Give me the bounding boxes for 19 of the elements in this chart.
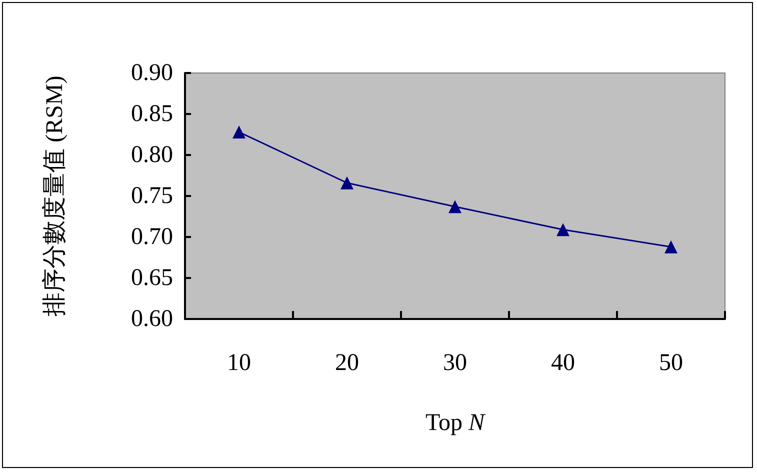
y-tick-label: 0.90 xyxy=(131,60,173,86)
y-axis-title: 排序分數度量值 (RSM) xyxy=(41,76,68,316)
x-tick-label: 50 xyxy=(659,350,683,376)
y-tick-label: 0.85 xyxy=(131,101,173,127)
y-tick-label: 0.70 xyxy=(131,224,173,250)
point xyxy=(232,126,246,139)
x-tick-label: 10 xyxy=(227,350,251,376)
y-tick-label: 0.65 xyxy=(131,265,173,291)
x-tick-label: 40 xyxy=(551,350,575,376)
y-tick-label: 0.75 xyxy=(131,183,173,209)
x-axis-title: Top N xyxy=(426,410,486,436)
y-tick-label: 0.80 xyxy=(131,142,173,168)
point xyxy=(448,200,462,214)
x-tick-label: 30 xyxy=(443,350,467,376)
y-tick-label: 0.60 xyxy=(131,306,173,332)
point xyxy=(664,240,678,254)
point xyxy=(340,176,354,190)
point xyxy=(556,223,570,236)
x-tick-label: 20 xyxy=(335,350,359,376)
